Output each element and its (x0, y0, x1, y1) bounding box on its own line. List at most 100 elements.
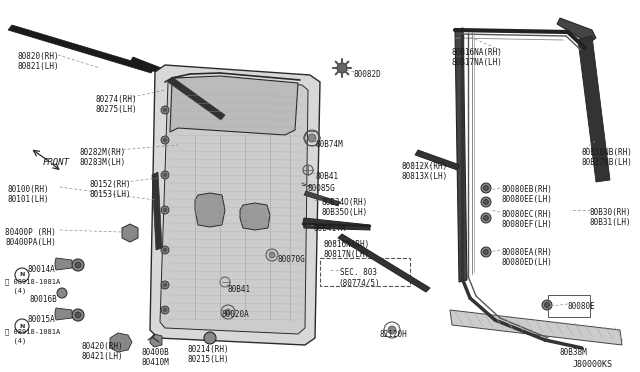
Text: 80020A: 80020A (222, 310, 250, 319)
Polygon shape (557, 18, 596, 44)
Circle shape (75, 312, 81, 318)
Polygon shape (338, 234, 430, 292)
Text: 80275(LH): 80275(LH) (95, 105, 136, 114)
Polygon shape (55, 308, 72, 320)
Text: 80B38M: 80B38M (560, 348, 588, 357)
Text: 80B31(LH): 80B31(LH) (590, 218, 632, 227)
Text: 80B41: 80B41 (228, 285, 251, 294)
Text: (4): (4) (5, 338, 26, 344)
Text: 80B30(RH): 80B30(RH) (590, 208, 632, 217)
Polygon shape (304, 191, 340, 206)
Polygon shape (415, 150, 460, 170)
Polygon shape (8, 25, 155, 73)
Text: 80080EF(LH): 80080EF(LH) (502, 220, 553, 229)
Circle shape (163, 283, 167, 287)
Circle shape (204, 332, 216, 344)
Text: J80000KS: J80000KS (573, 360, 613, 369)
Circle shape (483, 215, 488, 221)
Text: 80B34O(RH): 80B34O(RH) (322, 198, 368, 207)
Text: 80B17NA(LH): 80B17NA(LH) (452, 58, 503, 67)
Circle shape (161, 136, 169, 144)
Polygon shape (122, 224, 138, 242)
Text: 80016B: 80016B (30, 295, 58, 304)
Polygon shape (450, 310, 622, 345)
Text: 80274(RH): 80274(RH) (95, 95, 136, 104)
Polygon shape (455, 28, 467, 282)
Text: 80813X(LH): 80813X(LH) (402, 172, 448, 181)
Circle shape (163, 173, 167, 177)
Circle shape (72, 309, 84, 321)
Text: 80400B: 80400B (142, 348, 170, 357)
Polygon shape (55, 258, 72, 270)
Text: 80101(LH): 80101(LH) (8, 195, 50, 204)
Text: 80410M: 80410M (142, 358, 170, 367)
Text: 80B35O(LH): 80B35O(LH) (322, 208, 368, 217)
Circle shape (481, 183, 491, 193)
Circle shape (75, 262, 81, 268)
Text: 80283M(LH): 80283M(LH) (80, 158, 126, 167)
Text: 80153(LH): 80153(LH) (90, 190, 132, 199)
Text: 80B16NA(RH): 80B16NA(RH) (452, 48, 503, 57)
Circle shape (481, 197, 491, 207)
Text: 80152(RH): 80152(RH) (90, 180, 132, 189)
Polygon shape (160, 77, 308, 334)
Text: 80070G: 80070G (278, 255, 306, 264)
Text: 80080EE(LH): 80080EE(LH) (502, 195, 553, 204)
Text: 80821(LH): 80821(LH) (18, 62, 60, 71)
Circle shape (163, 248, 167, 252)
Circle shape (161, 246, 169, 254)
Polygon shape (168, 77, 225, 120)
Text: ① 08918-1081A: ① 08918-1081A (5, 328, 60, 334)
Circle shape (72, 259, 84, 271)
Bar (548, 295, 590, 317)
Circle shape (542, 300, 552, 310)
Circle shape (161, 281, 169, 289)
Text: 80282M(RH): 80282M(RH) (80, 148, 126, 157)
Text: 80214(RH): 80214(RH) (188, 345, 230, 354)
Circle shape (163, 108, 167, 112)
Circle shape (337, 63, 347, 73)
Text: 80085G: 80085G (308, 184, 336, 193)
Text: 80080EC(RH): 80080EC(RH) (502, 210, 553, 219)
Bar (320, 258, 410, 286)
Text: ① 08918-1081A: ① 08918-1081A (5, 278, 60, 285)
Text: 80080EB(RH): 80080EB(RH) (502, 185, 553, 194)
Circle shape (163, 208, 167, 212)
Circle shape (483, 186, 488, 190)
Polygon shape (150, 65, 320, 345)
Polygon shape (130, 57, 213, 93)
Polygon shape (303, 218, 370, 230)
Text: 80B41+A: 80B41+A (313, 224, 346, 233)
Text: 80820(RH): 80820(RH) (18, 52, 60, 61)
Circle shape (57, 288, 67, 298)
Text: 80015A: 80015A (28, 315, 56, 324)
Circle shape (161, 306, 169, 314)
Text: (4): (4) (5, 288, 26, 295)
Circle shape (308, 134, 316, 142)
Text: 80420(RH): 80420(RH) (82, 342, 124, 351)
Polygon shape (170, 76, 298, 135)
Circle shape (269, 252, 275, 258)
Text: (80774/5): (80774/5) (338, 279, 380, 288)
Text: 80B17NB(LH): 80B17NB(LH) (582, 158, 633, 167)
Polygon shape (578, 36, 610, 182)
Text: FRONT: FRONT (43, 158, 70, 167)
Text: 80400P (RH): 80400P (RH) (5, 228, 56, 237)
Circle shape (545, 302, 550, 308)
Text: 80400PA(LH): 80400PA(LH) (5, 238, 56, 247)
Text: 80082D: 80082D (354, 70, 381, 79)
Polygon shape (240, 203, 270, 230)
Text: 80816N(RH): 80816N(RH) (323, 240, 369, 249)
Text: 80080E: 80080E (568, 302, 596, 311)
Text: 80080ED(LH): 80080ED(LH) (502, 258, 553, 267)
Text: SEC. 803: SEC. 803 (340, 268, 377, 277)
Text: N: N (19, 324, 25, 328)
Circle shape (388, 326, 396, 334)
Circle shape (481, 213, 491, 223)
Circle shape (163, 308, 167, 312)
Circle shape (481, 247, 491, 257)
Circle shape (225, 309, 231, 315)
Text: 80014A: 80014A (28, 265, 56, 274)
Text: 80812X(RH): 80812X(RH) (402, 162, 448, 171)
Text: 80100(RH): 80100(RH) (8, 185, 50, 194)
